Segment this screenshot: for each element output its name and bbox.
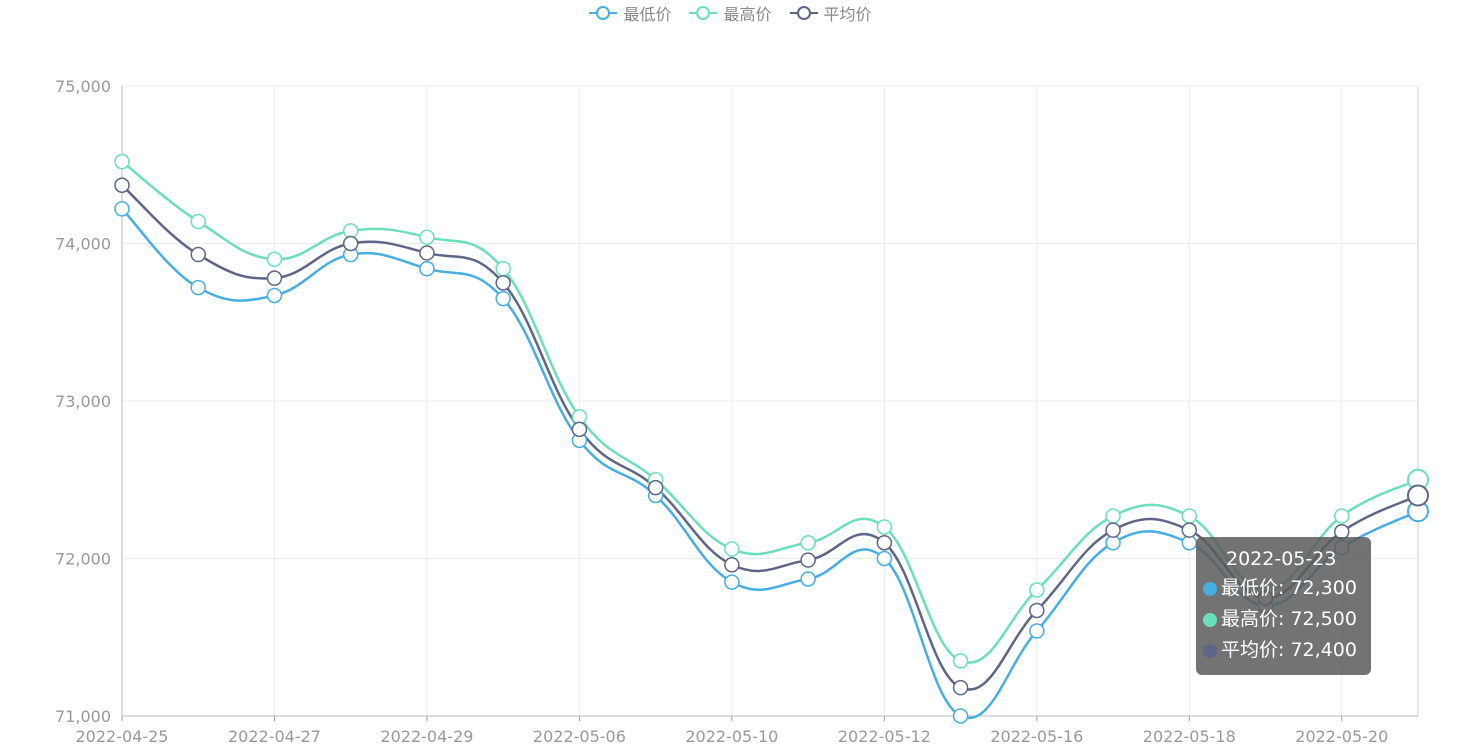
data-point-low[interactable] <box>876 550 893 567</box>
data-point-avg[interactable] <box>647 479 664 496</box>
data-point-high[interactable] <box>190 213 206 230</box>
legend-line-circle-icon <box>689 6 718 20</box>
data-point-avg[interactable] <box>495 275 511 291</box>
legend-item-avg[interactable]: 平均价 <box>789 1 872 25</box>
data-point-avg[interactable] <box>1029 602 1045 619</box>
data-point-low[interactable] <box>724 574 740 590</box>
data-point-high[interactable] <box>495 260 511 277</box>
data-point-high[interactable] <box>952 653 969 669</box>
data-point-low[interactable] <box>114 201 130 217</box>
y-tick-label: 73,000 <box>55 392 111 411</box>
data-point-low[interactable] <box>952 708 969 724</box>
data-point-high[interactable] <box>266 251 283 267</box>
series-dot-icon <box>1203 643 1217 658</box>
x-tick-label: 2022-04-27 <box>228 727 321 746</box>
tooltip-row-high: 最高价: 72,500 <box>1203 604 1371 635</box>
legend: 最低价 最高价 平均价 <box>0 0 1461 26</box>
y-tick-label: 74,000 <box>55 235 111 254</box>
data-point-avg[interactable] <box>266 270 283 286</box>
data-point-high[interactable] <box>876 519 893 535</box>
tooltip-row-label: 最高价: 72,500 <box>1221 608 1357 630</box>
x-tick-label: 2022-05-20 <box>1295 727 1388 746</box>
tooltip-date: 2022-05-23 <box>1226 548 1337 570</box>
data-point-low[interactable] <box>266 287 283 304</box>
data-point-high[interactable] <box>724 541 740 557</box>
data-point-avg[interactable] <box>1105 522 1121 538</box>
data-point-high[interactable] <box>419 229 435 245</box>
x-tick-label: 2022-05-06 <box>533 727 626 746</box>
legend-label-low: 最低价 <box>623 5 672 24</box>
data-point-avg[interactable] <box>342 235 359 252</box>
data-point-avg[interactable] <box>1181 522 1198 538</box>
series-dot-icon <box>1203 581 1217 596</box>
tooltip-row-label: 平均价: 72,400 <box>1221 639 1357 661</box>
data-point-avg[interactable] <box>571 421 588 438</box>
tooltip: 2022-05-23 最低价: 72,300 最高价: 72,500 平均价: … <box>1196 537 1371 675</box>
x-tick-label: 2022-04-25 <box>76 727 169 746</box>
data-point-low[interactable] <box>1029 623 1045 639</box>
tooltip-row-label: 最低价: 72,300 <box>1221 577 1357 599</box>
x-tick-label: 2022-05-10 <box>685 727 778 746</box>
y-tick-label: 72,000 <box>55 550 111 569</box>
legend-label-high: 最高价 <box>723 5 772 24</box>
data-point-avg[interactable] <box>952 679 969 696</box>
data-point-low[interactable] <box>190 279 206 296</box>
y-tick-label: 71,000 <box>55 707 111 726</box>
data-point-avg[interactable] <box>724 557 740 573</box>
data-point-avg[interactable] <box>190 246 206 263</box>
data-point-avg[interactable] <box>1407 484 1429 507</box>
data-point-avg[interactable] <box>876 535 893 551</box>
axes: 71,000 72,000 73,000 74,000 75,000 2022-04-25… <box>55 77 1418 746</box>
data-point-high[interactable] <box>1029 582 1045 598</box>
x-tick-label: 2022-05-12 <box>838 727 931 746</box>
data-point-high[interactable] <box>800 535 816 551</box>
legend-item-high[interactable]: 最高价 <box>689 1 772 25</box>
data-point-high[interactable] <box>1181 508 1198 524</box>
legend-item-low[interactable]: 最低价 <box>589 1 671 25</box>
x-tick-label: 2022-04-29 <box>380 727 473 746</box>
legend-label-avg: 平均价 <box>823 5 872 24</box>
tooltip-row-low: 最低价: 72,300 <box>1203 573 1371 604</box>
data-point-low[interactable] <box>800 571 816 587</box>
data-point-low[interactable] <box>495 290 511 307</box>
x-tick-label: 2022-05-18 <box>1143 727 1236 746</box>
y-tick-label: 75,000 <box>55 77 111 96</box>
data-point-high[interactable] <box>1105 508 1121 524</box>
legend-line-circle-icon <box>789 6 818 20</box>
tooltip-row-avg: 平均价: 72,400 <box>1203 635 1371 666</box>
x-tick-label: 2022-05-16 <box>990 727 1083 746</box>
data-point-high[interactable] <box>1334 508 1350 524</box>
data-point-avg[interactable] <box>114 177 130 193</box>
data-point-low[interactable] <box>419 260 435 277</box>
data-point-avg[interactable] <box>800 552 816 568</box>
legend-line-circle-icon <box>589 6 618 20</box>
data-point-high[interactable] <box>114 153 130 170</box>
series-dot-icon <box>1203 612 1217 627</box>
data-point-avg[interactable] <box>419 245 435 261</box>
